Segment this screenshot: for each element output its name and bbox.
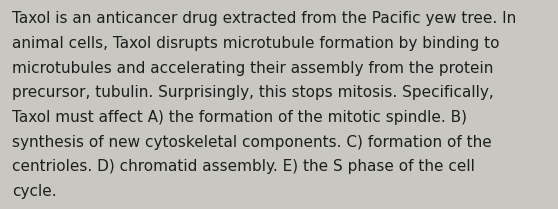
Text: precursor, tubulin. Surprisingly, this stops mitosis. Specifically,: precursor, tubulin. Surprisingly, this s… bbox=[12, 85, 494, 101]
Text: animal cells, Taxol disrupts microtubule formation by binding to: animal cells, Taxol disrupts microtubule… bbox=[12, 36, 500, 51]
Text: Taxol must affect A) the formation of the mitotic spindle. B): Taxol must affect A) the formation of th… bbox=[12, 110, 467, 125]
Text: centrioles. D) chromatid assembly. E) the S phase of the cell: centrioles. D) chromatid assembly. E) th… bbox=[12, 159, 475, 175]
Text: Taxol is an anticancer drug extracted from the Pacific yew tree. In: Taxol is an anticancer drug extracted fr… bbox=[12, 11, 517, 27]
Text: cycle.: cycle. bbox=[12, 184, 57, 199]
Text: microtubules and accelerating their assembly from the protein: microtubules and accelerating their asse… bbox=[12, 61, 494, 76]
Text: synthesis of new cytoskeletal components. C) formation of the: synthesis of new cytoskeletal components… bbox=[12, 135, 492, 150]
